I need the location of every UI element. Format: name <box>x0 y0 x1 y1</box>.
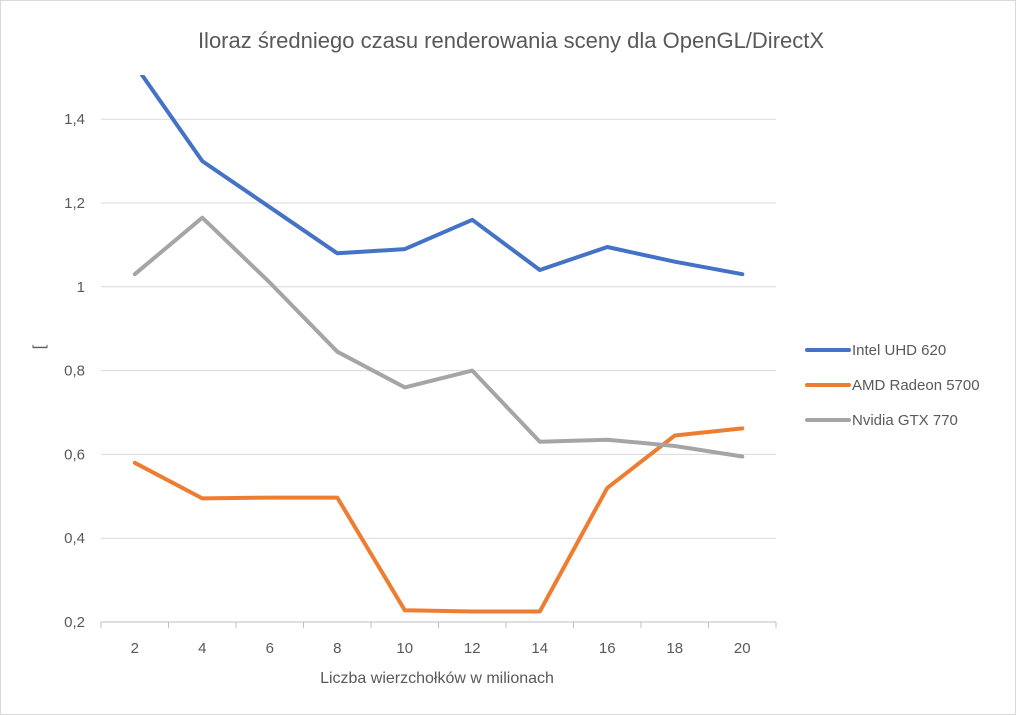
x-tick-label: 2 <box>131 640 139 657</box>
y-tick-label: 1,2 <box>64 195 85 212</box>
gridlines <box>101 118 776 539</box>
y-tick-label: 1,4 <box>64 111 85 128</box>
x-axis-tick-labels: 2 4 6 8 10 12 14 16 18 20 <box>131 640 751 657</box>
x-axis <box>100 621 777 628</box>
y-tick-label: 0,2 <box>64 614 85 631</box>
legend: Intel UHD 620 AMD Radeon 5700 Nvidia GTX 7… <box>805 342 980 429</box>
x-tick-label: 8 <box>333 640 341 657</box>
x-tick-label: 16 <box>599 640 616 657</box>
x-tick-label: 14 <box>531 640 548 657</box>
y-tick-label: 1 <box>77 279 85 296</box>
x-tick-label: 10 <box>396 640 413 657</box>
chart-title: Iloraz średniego czasu renderowania scen… <box>198 28 824 53</box>
y-tick-label: 0,6 <box>64 446 85 463</box>
x-tick-label: 4 <box>198 640 206 657</box>
y-axis-tick-labels: 0,2 0,4 0,6 0,8 1 1,2 1,4 <box>64 111 85 631</box>
x-tick-label: 12 <box>464 640 481 657</box>
series-line-intel-uhd-620 <box>139 75 745 277</box>
series-lines <box>132 75 745 614</box>
x-tick-label: 20 <box>734 640 751 657</box>
y-tick-label: 0,4 <box>64 530 85 547</box>
series-line-nvidia-gtx-770 <box>132 215 745 459</box>
x-axis-title: Liczba wierzchołków w milionach <box>320 670 554 687</box>
y-tick-label: 0,8 <box>64 363 85 380</box>
legend-label: Nvidia GTX 770 <box>852 412 958 429</box>
legend-label: AMD Radeon 5700 <box>852 377 980 394</box>
legend-label: Intel UHD 620 <box>852 342 946 359</box>
x-tick-label: 18 <box>666 640 683 657</box>
series-line-amd-radeon-5700 <box>132 426 745 614</box>
y-axis-title: [ <box>31 344 48 349</box>
x-tick-label: 6 <box>266 640 274 657</box>
